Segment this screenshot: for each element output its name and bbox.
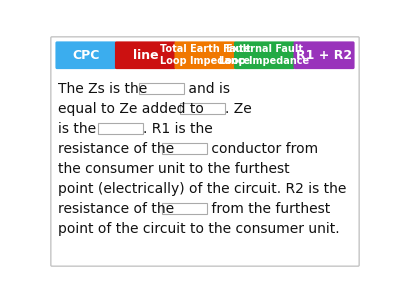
Text: point of the circuit to the consumer unit.: point of the circuit to the consumer uni… bbox=[58, 222, 339, 236]
Bar bbox=[98, 123, 143, 134]
Bar bbox=[162, 143, 207, 154]
Text: and is: and is bbox=[184, 82, 230, 96]
Text: point (electrically) of the circuit. R2 is the: point (electrically) of the circuit. R2 … bbox=[58, 182, 346, 196]
FancyBboxPatch shape bbox=[51, 37, 359, 266]
Text: CPC: CPC bbox=[72, 49, 100, 62]
Bar bbox=[139, 83, 184, 94]
Text: the consumer unit to the furthest: the consumer unit to the furthest bbox=[58, 162, 289, 176]
Text: equal to Ze added to: equal to Ze added to bbox=[58, 102, 208, 116]
FancyBboxPatch shape bbox=[294, 41, 354, 69]
Bar bbox=[162, 203, 207, 214]
Text: . Ze: . Ze bbox=[225, 102, 252, 116]
Text: The Zs is the: The Zs is the bbox=[58, 82, 151, 96]
Text: conductor from: conductor from bbox=[207, 142, 318, 156]
Bar bbox=[180, 103, 225, 114]
FancyBboxPatch shape bbox=[115, 41, 176, 69]
Text: resistance of the: resistance of the bbox=[58, 202, 178, 216]
Text: from the furthest: from the furthest bbox=[207, 202, 330, 216]
Text: . R1 is the: . R1 is the bbox=[143, 122, 213, 136]
FancyBboxPatch shape bbox=[56, 41, 116, 69]
Text: is the: is the bbox=[58, 122, 100, 136]
FancyBboxPatch shape bbox=[234, 41, 295, 69]
Text: Total Earth Fault
Loop Impedance: Total Earth Fault Loop Impedance bbox=[160, 44, 250, 66]
FancyBboxPatch shape bbox=[174, 41, 236, 69]
Text: External Fault
Loop Impedance: External Fault Loop Impedance bbox=[220, 44, 310, 66]
Text: R1 + R2: R1 + R2 bbox=[296, 49, 352, 62]
Text: line: line bbox=[133, 49, 158, 62]
Text: resistance of the: resistance of the bbox=[58, 142, 178, 156]
